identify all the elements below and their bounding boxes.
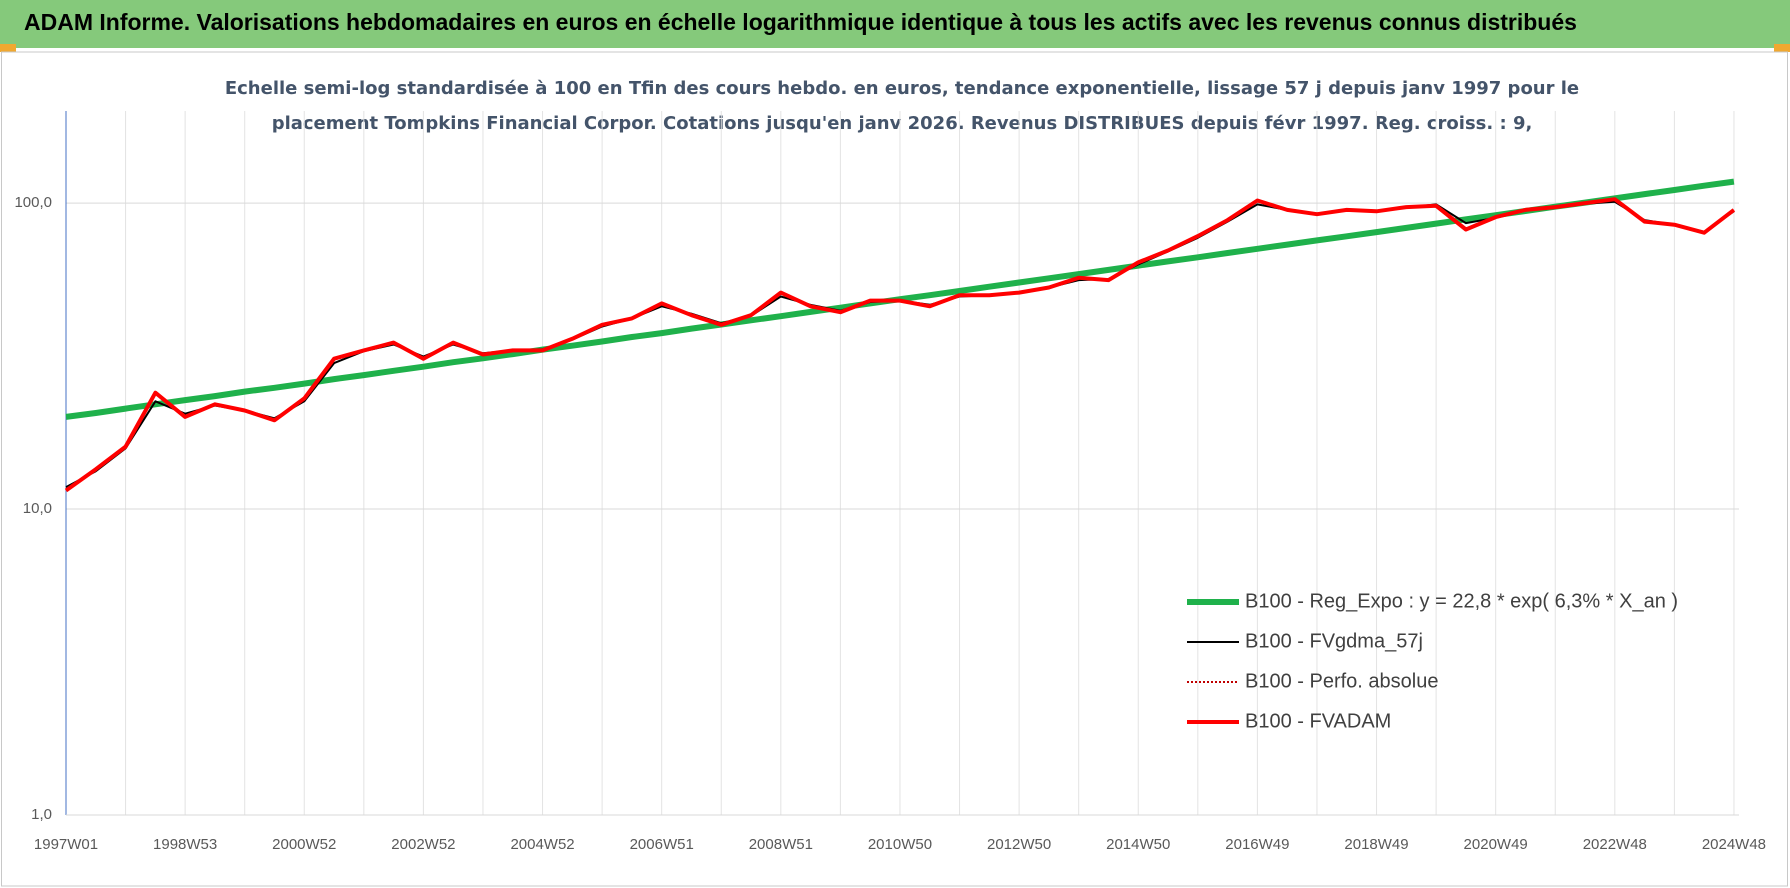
x-tick-label: 2002W52 xyxy=(391,836,455,853)
y-tick-label: 10,0 xyxy=(23,500,52,517)
x-tick-label: 2008W51 xyxy=(749,836,813,853)
legend-label: B100 - FVgdma_57j xyxy=(1245,630,1423,652)
chart-subtitle: placement Tompkins Financial Corpor. Cot… xyxy=(272,113,1533,134)
x-tick-label: 1997W01 xyxy=(34,836,98,853)
x-tick-label: 2024W48 xyxy=(1702,836,1766,853)
x-tick-label: 2004W52 xyxy=(510,836,574,853)
x-tick-label: 1998W53 xyxy=(153,836,217,853)
x-tick-label: 2014W50 xyxy=(1106,836,1170,853)
chart-subtitle: Echelle semi-log standardisée à 100 en T… xyxy=(225,78,1579,99)
x-tick-label: 2010W50 xyxy=(868,836,932,853)
corner-marker xyxy=(0,44,16,52)
x-tick-label: 2012W50 xyxy=(987,836,1051,853)
y-tick-label: 1,0 xyxy=(31,806,52,823)
x-tick-label: 2006W51 xyxy=(630,836,694,853)
x-tick-label: 2018W49 xyxy=(1344,836,1408,853)
y-tick-label: 100,0 xyxy=(14,194,52,211)
legend-label: B100 - Perfo. absolue xyxy=(1245,670,1438,692)
page-title: ADAM Informe. Valorisations hebdomadaire… xyxy=(24,9,1577,35)
chart-frame xyxy=(1,51,1788,887)
legend-label: B100 - Reg_Expo : y = 22,8 * exp( 6,3% *… xyxy=(1245,590,1678,612)
header-bar xyxy=(0,0,1790,48)
corner-marker xyxy=(1774,44,1790,52)
series-line xyxy=(64,197,1736,493)
x-tick-label: 2000W52 xyxy=(272,836,336,853)
x-tick-label: 2022W48 xyxy=(1583,836,1647,853)
legend-label: B100 - FVADAM xyxy=(1245,710,1391,732)
x-tick-label: 2016W49 xyxy=(1225,836,1289,853)
x-tick-label: 2020W49 xyxy=(1464,836,1528,853)
